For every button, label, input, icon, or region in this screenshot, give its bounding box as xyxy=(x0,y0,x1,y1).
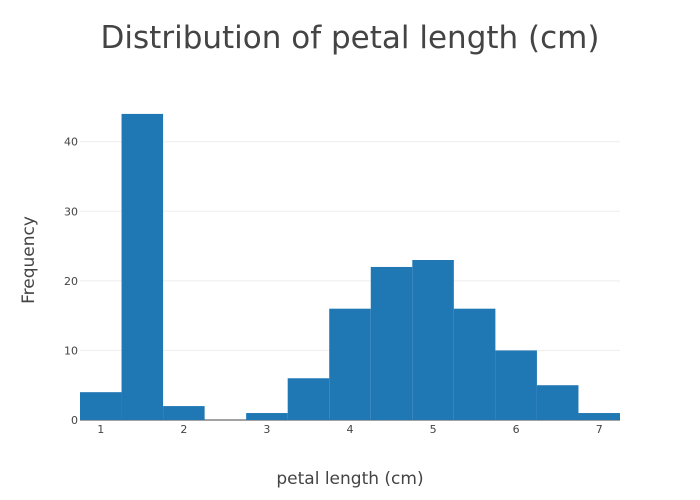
histogram-bar xyxy=(163,406,205,420)
histogram-bar xyxy=(287,378,330,420)
y-tick-label: 0 xyxy=(71,414,78,427)
histogram-bar xyxy=(370,266,413,420)
x-tick-label: 6 xyxy=(513,423,520,436)
histogram-bar xyxy=(246,413,288,420)
histogram-bar xyxy=(453,308,496,420)
histogram-bar xyxy=(578,413,620,420)
y-tick-label: 40 xyxy=(64,136,78,149)
x-tick-label: 7 xyxy=(596,423,603,436)
histogram-bar xyxy=(121,113,164,421)
histogram-bar xyxy=(80,392,122,420)
y-tick-label: 30 xyxy=(64,205,78,218)
x-axis-ticks: 1 2 3 4 5 6 7 xyxy=(97,423,602,436)
y-axis-title: Frequency xyxy=(19,216,39,304)
x-tick-label: 2 xyxy=(180,423,187,436)
x-tick-label: 5 xyxy=(430,423,437,436)
x-tick-label: 3 xyxy=(263,423,270,436)
x-axis-title: petal length (cm) xyxy=(276,469,423,489)
chart-title: Distribution of petal length (cm) xyxy=(101,20,600,56)
histogram-bars xyxy=(80,113,620,421)
histogram-bar xyxy=(536,385,579,420)
y-tick-label: 20 xyxy=(64,275,78,288)
x-tick-label: 1 xyxy=(97,423,104,436)
y-axis-ticks: 0 10 20 30 40 xyxy=(64,136,78,427)
x-tick-label: 4 xyxy=(347,423,354,436)
histogram-bar xyxy=(329,308,371,420)
histogram-bar xyxy=(412,260,454,420)
y-tick-label: 10 xyxy=(64,344,78,357)
histogram-bar xyxy=(495,350,537,420)
